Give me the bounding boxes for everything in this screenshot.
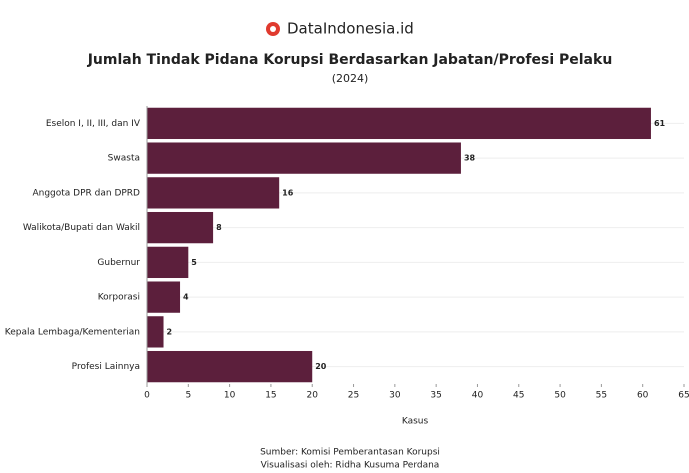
- bar: [147, 281, 181, 313]
- value-label: 61: [654, 119, 666, 128]
- source: Sumber: Komisi Pemberantasan Korupsi: [260, 448, 440, 458]
- value-label: 20: [315, 362, 327, 371]
- x-axis-label: Kasus: [402, 417, 429, 427]
- bar: [147, 107, 651, 140]
- bar: [147, 316, 164, 348]
- x-tick-label: 25: [348, 391, 359, 401]
- y-tick-label: Kepala Lembaga/Kementerian: [5, 327, 140, 337]
- y-tick-label: Anggota DPR dan DPRD: [32, 188, 140, 198]
- x-tick-label: 40: [472, 391, 484, 401]
- x-tick-label: 35: [430, 391, 441, 401]
- x-tick-label: 5: [185, 391, 191, 401]
- x-tick-label: 45: [513, 391, 524, 401]
- bar: [147, 142, 461, 174]
- y-tick-label: Swasta: [108, 154, 140, 164]
- x-tick-label: 55: [596, 391, 607, 401]
- chart-subtitle: (2024): [332, 72, 369, 85]
- y-tick-label: Korporasi: [98, 293, 140, 303]
- bar: [147, 177, 280, 209]
- value-label: 2: [167, 327, 173, 336]
- y-tick-label: Profesi Lainnya: [72, 362, 140, 372]
- x-tick-label: 20: [307, 391, 319, 401]
- bar: [147, 211, 214, 244]
- x-tick-label: 30: [389, 391, 401, 401]
- y-tick-label: Walikota/Bupati dan Wakil: [23, 223, 140, 233]
- y-tick-label: Eselon I, II, III, dan IV: [46, 119, 141, 129]
- value-label: 16: [282, 188, 294, 197]
- x-tick-label: 10: [224, 391, 236, 401]
- x-tick-label: 50: [554, 391, 566, 401]
- x-tick-label: 60: [637, 391, 649, 401]
- x-tick-label: 65: [678, 391, 689, 401]
- bar: [147, 350, 313, 383]
- bar: [147, 246, 189, 279]
- value-label: 4: [183, 293, 189, 302]
- value-label: 5: [191, 258, 197, 267]
- value-label: 8: [216, 223, 222, 232]
- value-label: 38: [464, 154, 476, 163]
- x-tick-label: 0: [144, 391, 150, 401]
- chart-title: Jumlah Tindak Pidana Korupsi Berdasarkan…: [87, 52, 613, 68]
- brand: DataIndonesia.id: [287, 20, 414, 38]
- brand-logo-hole: [270, 26, 276, 32]
- credit: Visualisasi oleh: Ridha Kusuma Perdana: [261, 461, 440, 471]
- y-tick-label: Gubernur: [97, 258, 140, 268]
- x-tick-label: 15: [265, 391, 276, 401]
